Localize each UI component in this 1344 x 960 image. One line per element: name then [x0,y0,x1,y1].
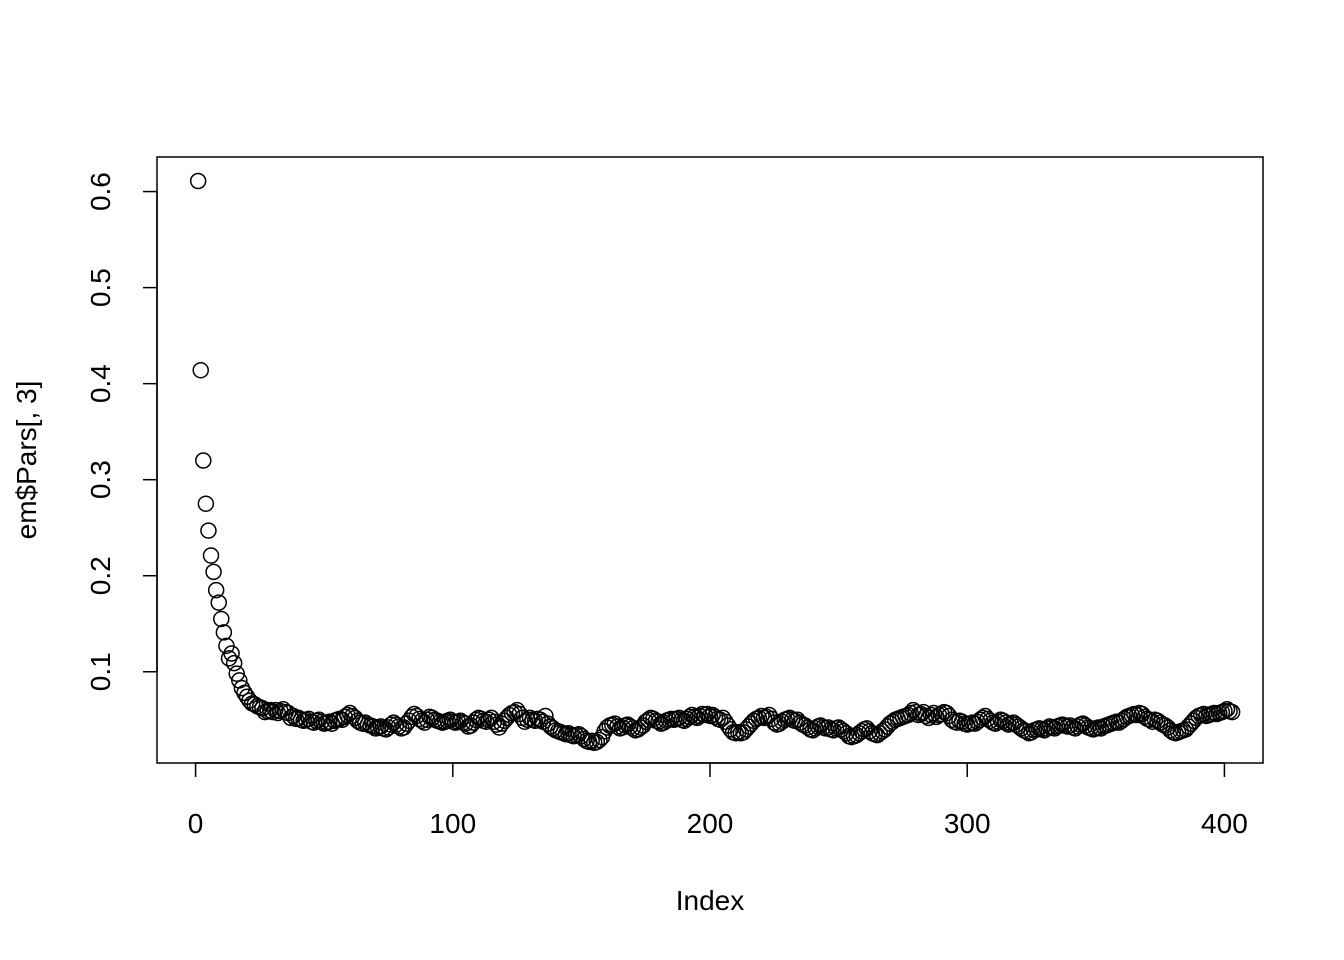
data-point [753,707,770,725]
data-point [387,716,405,733]
data-point [321,713,338,730]
data-point [591,731,608,749]
data-point [1223,703,1241,721]
data-point [606,715,624,732]
data-point [210,594,227,611]
data-point [994,712,1012,729]
data-point [1038,720,1056,737]
data-point [390,718,408,735]
plot-frame [156,156,1264,764]
data-point [624,720,642,737]
data-point [267,701,284,719]
x-axis-label: Index [676,885,745,916]
y-tick-label: 0.1 [85,652,116,691]
data-point [485,713,503,730]
data-point [300,710,318,728]
x-tick-label: 100 [429,808,476,839]
data-point [1036,722,1053,739]
y-tick-label: 0.4 [85,364,116,403]
data-point [189,172,207,190]
data-point [766,714,783,731]
data-point [622,718,639,735]
data-points [189,172,1241,752]
data-point [997,714,1015,731]
data-point [205,563,222,581]
data-point [537,707,554,725]
data-point [223,645,240,662]
data-point [688,709,706,727]
data-point [228,665,245,682]
x-tick-label: 300 [944,808,991,839]
data-point [336,708,354,726]
data-point [215,624,233,641]
data-point [920,709,937,727]
data-point [192,361,209,379]
data-point [1216,702,1233,720]
data-point [465,714,482,731]
x-tick-label: 200 [687,808,734,839]
data-point [583,732,600,750]
x-tick-label: 400 [1201,808,1248,839]
y-tick-label: 0.5 [85,268,116,307]
y-axis: 0.1 0.2 0.3 0.4 0.5 0.6 [85,172,158,691]
data-point [933,705,950,723]
y-axis-label: em$Pars[, 3] [11,381,42,540]
data-point [526,712,544,729]
data-point [339,706,356,724]
data-point [588,733,606,751]
data-point [213,610,230,628]
data-point [640,711,657,729]
data-point [225,654,243,672]
data-point [678,710,696,728]
data-point [207,581,225,599]
y-tick-label: 0.2 [85,556,116,595]
data-point [750,709,768,727]
data-point [202,547,220,564]
data-point [971,711,989,729]
data-point [899,706,917,724]
x-tick-label: 0 [188,808,204,839]
data-point [195,452,212,469]
y-tick-label: 0.6 [85,172,116,211]
data-point [902,704,919,722]
y-tick-label: 0.3 [85,460,116,499]
data-point [1144,713,1161,730]
data-point [197,495,215,512]
data-point [200,522,217,539]
x-axis: 0 100 200 300 400 [188,762,1248,839]
